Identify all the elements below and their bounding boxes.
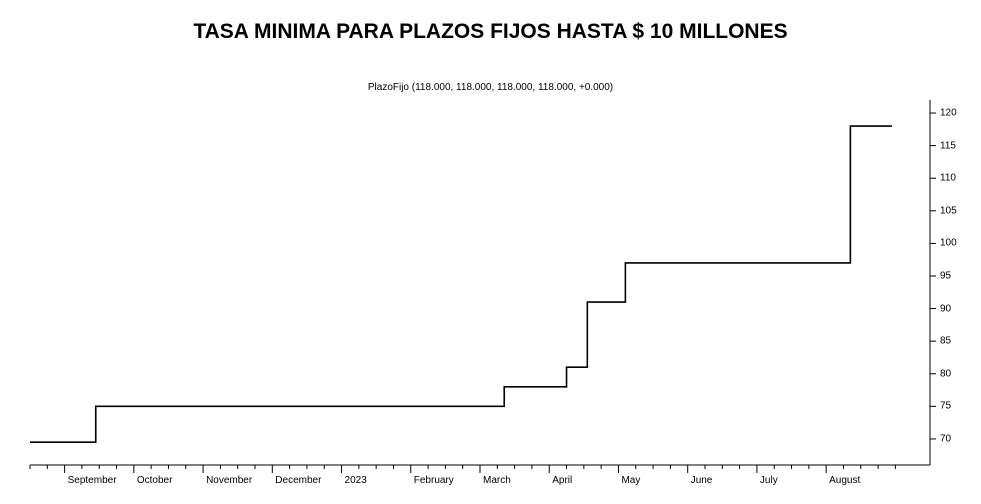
x-tick-label: April [552,475,572,486]
chart-svg [0,0,981,504]
x-tick-label: March [483,475,511,486]
x-tick-label: May [621,475,640,486]
y-tick-label: 110 [940,173,956,184]
x-tick-label: July [760,475,778,486]
x-tick-label: 2023 [345,475,367,486]
chart-container: { "chart": { "type": "step-line", "title… [0,0,981,504]
y-tick-label: 85 [940,336,951,347]
x-tick-label: December [275,475,321,486]
x-tick-label: September [68,475,117,486]
y-tick-label: 75 [940,401,951,412]
y-tick-label: 105 [940,205,957,216]
x-tick-label: November [206,475,252,486]
y-tick-label: 95 [940,270,951,281]
y-tick-label: 120 [940,108,957,119]
y-tick-label: 80 [940,368,951,379]
x-tick-label: February [414,475,454,486]
y-tick-label: 115 [940,140,956,151]
y-tick-label: 100 [940,238,957,249]
x-tick-label: August [829,475,860,486]
x-tick-label: June [691,475,713,486]
y-tick-label: 90 [940,303,951,314]
y-tick-label: 70 [940,433,951,444]
x-tick-label: October [137,475,173,486]
